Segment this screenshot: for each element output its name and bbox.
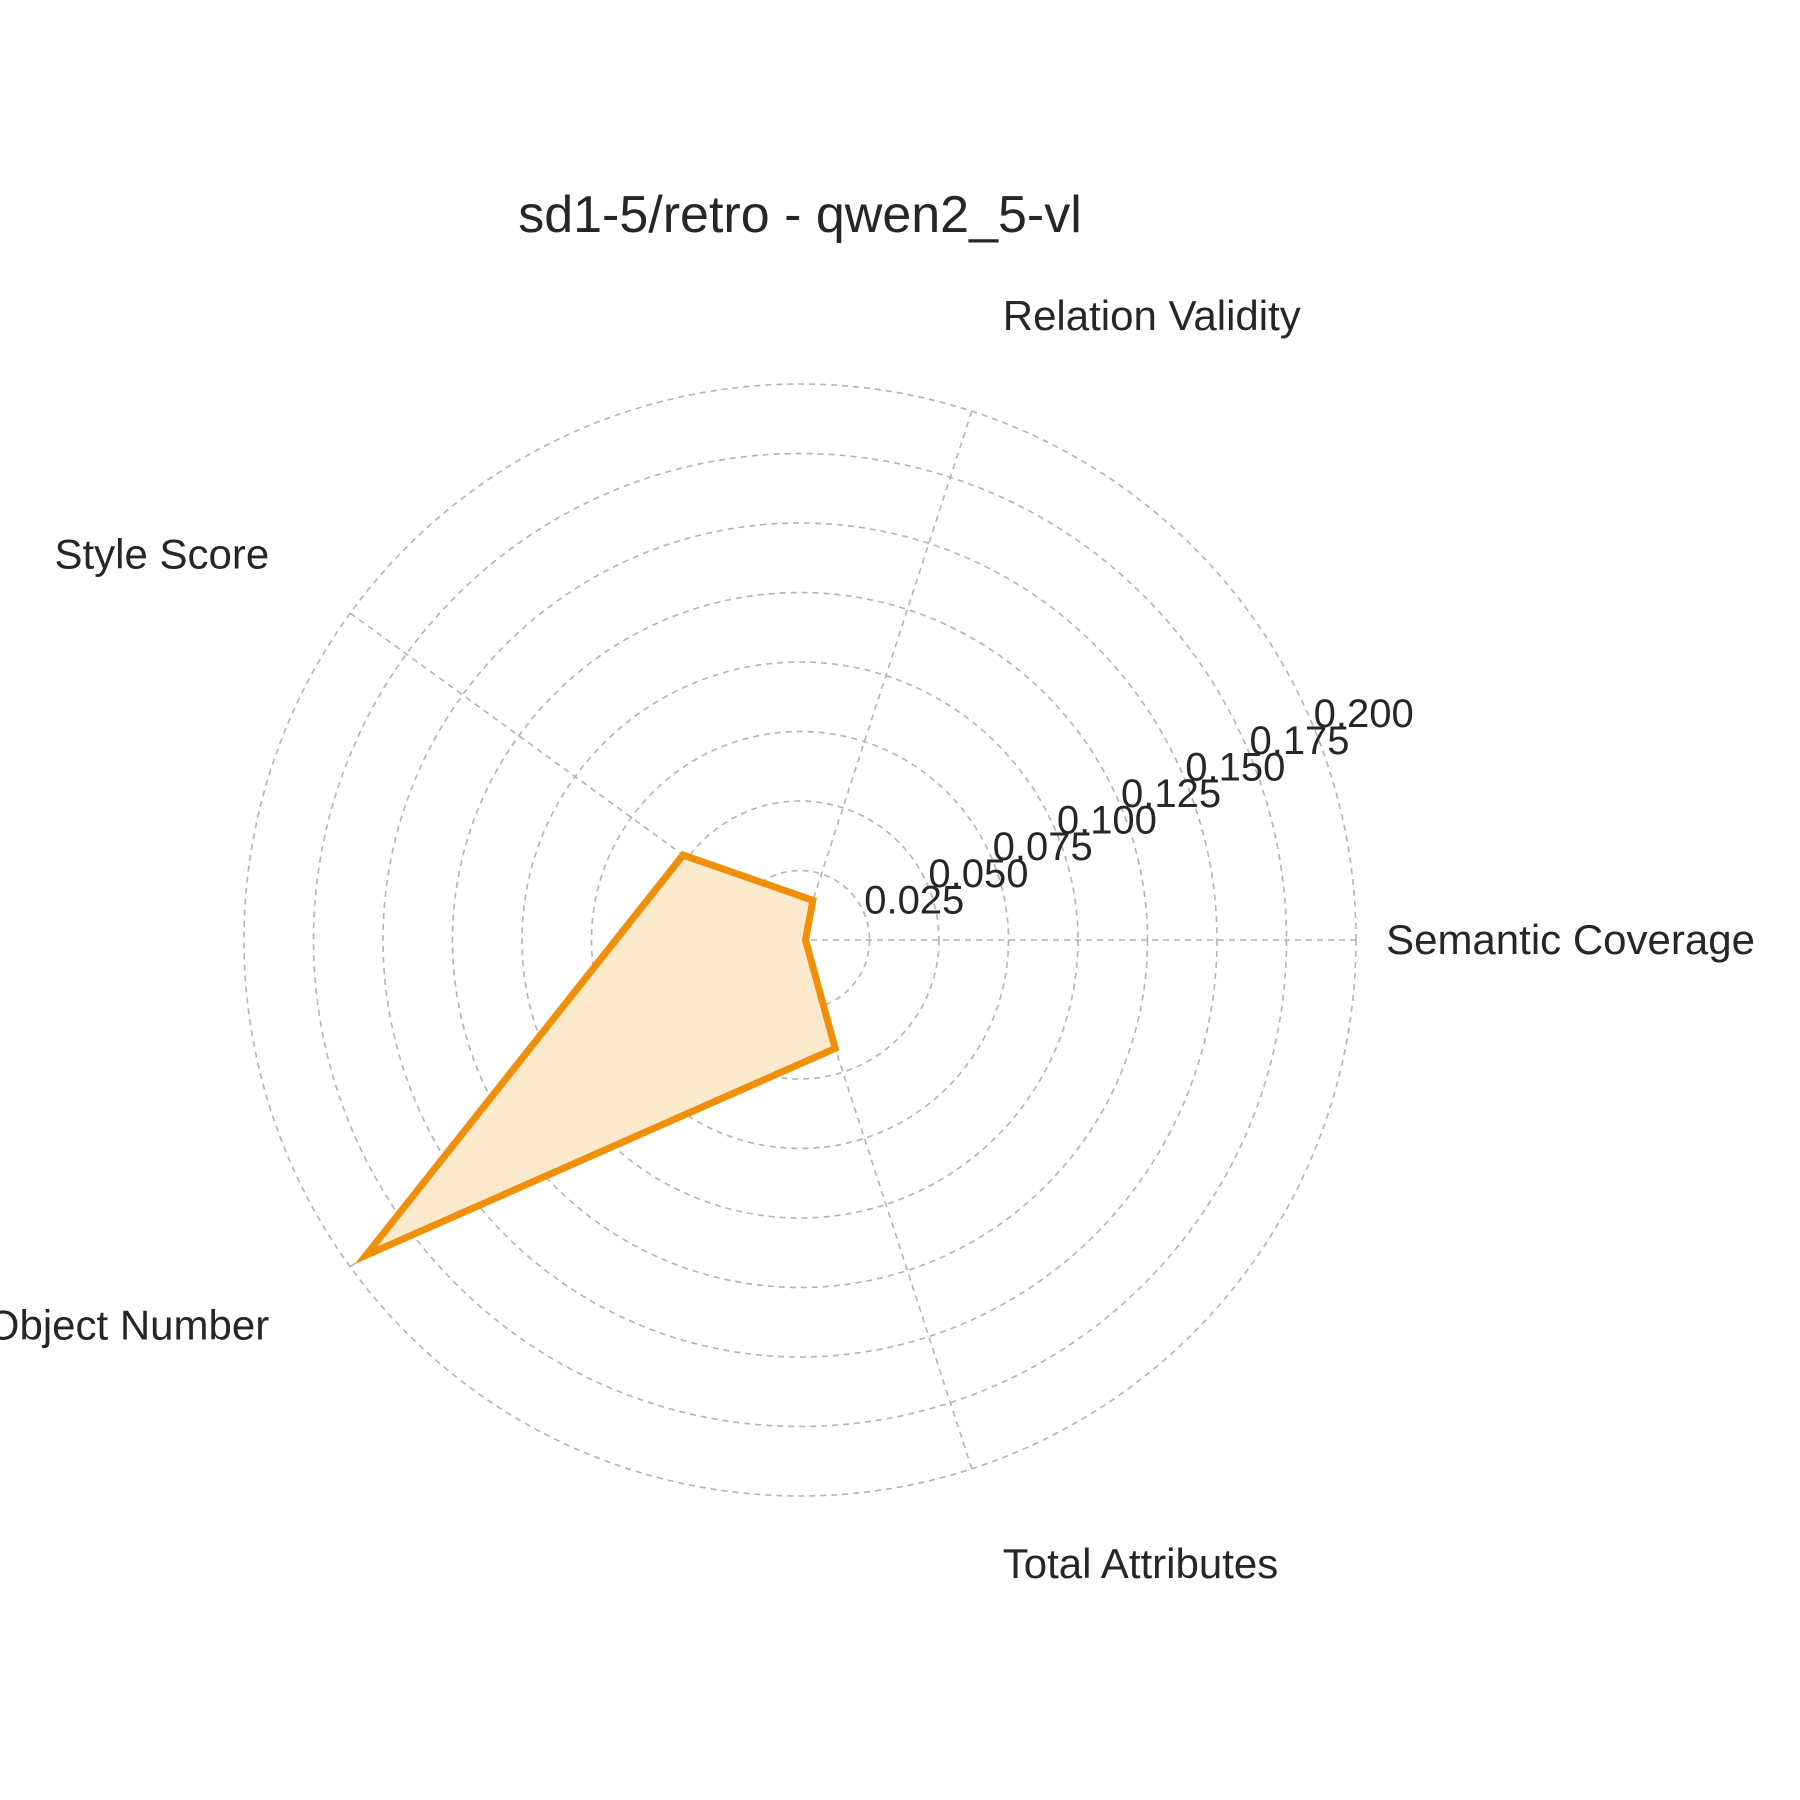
grid-ring-6 — [382, 522, 1218, 1358]
grid-ring-5 — [451, 591, 1149, 1289]
radial-tick-label: 0.150 — [1185, 745, 1285, 789]
grid-ring-3 — [590, 730, 1010, 1150]
series-layer — [354, 850, 840, 1265]
radial-tick-label: 0.075 — [993, 825, 1093, 869]
grid-ring-2 — [660, 800, 940, 1080]
series-area-1 — [365, 855, 836, 1256]
axis-label-semantic-coverage: Semantic Coverage — [1386, 916, 1755, 963]
axis-label-style-score: Style Score — [54, 530, 269, 577]
axis-label-object-number: Object Number — [0, 1302, 269, 1349]
radial-tick-label: 0.050 — [928, 852, 1028, 896]
axis-labels: Semantic Coverage Relation Validity Style … — [0, 292, 1755, 1587]
axis-label-relation-validity: Relation Validity — [1003, 292, 1301, 339]
spoke-relation-validity — [799, 410, 973, 941]
axis-spokes — [349, 410, 1356, 1470]
radial-tick-label: 0.125 — [1121, 772, 1221, 816]
series-line-1 — [354, 850, 840, 1265]
radial-tick-label: 0.175 — [1249, 719, 1349, 763]
radial-tick-label: 0.025 — [864, 878, 964, 922]
axis-label-total-attributes: Total Attributes — [1003, 1540, 1278, 1587]
radial-tick-label: 0.100 — [1057, 799, 1157, 843]
radial-tick-label: 0.200 — [1314, 692, 1414, 736]
chart-title: sd1-5/retro - qwen2_5-vl — [518, 186, 1082, 244]
radial-grid — [243, 383, 1357, 1497]
